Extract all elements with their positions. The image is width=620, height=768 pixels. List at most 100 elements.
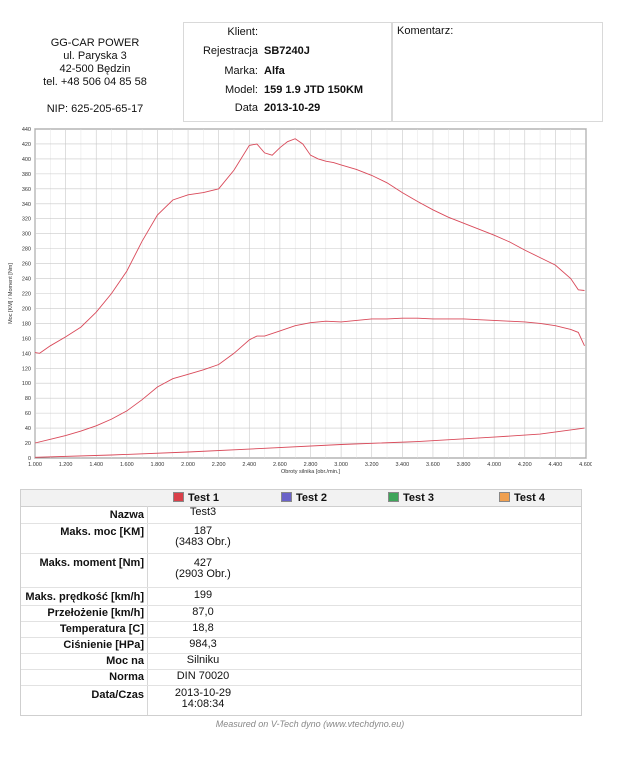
result-value: 199 (193, 589, 213, 601)
result-value: 87,0 (192, 606, 214, 618)
result-row-pressure: Ciśnienie [HPa] 984,3 (21, 637, 581, 654)
client-value: 159 1.9 JTD 150KM (264, 84, 364, 96)
y-tick-label: 140 (22, 351, 31, 357)
y-tick-label: 400 (22, 157, 31, 163)
client-title: Klient: (227, 26, 258, 38)
x-tick-label: 3.800 (457, 462, 471, 468)
result-label: Maks. moc [KM] (60, 526, 144, 538)
result-label: Data/Czas (91, 689, 144, 701)
legend-test-1: Test 1 (173, 492, 219, 504)
legend-label: Test 2 (296, 492, 327, 504)
legend-swatch (173, 492, 184, 502)
legend-swatch (499, 492, 510, 502)
x-tick-label: 1.800 (151, 462, 165, 468)
result-label: Maks. prędkość [km/h] (25, 591, 144, 603)
result-value: DIN 70020 (176, 670, 230, 682)
x-tick-label: 1.000 (28, 462, 42, 468)
company-name: GG-CAR POWER (50, 37, 140, 49)
results-table: Test 1 Test 2 Test 3 Test 4 Nazwa Test3 … (20, 489, 582, 716)
legend-test-3: Test 3 (388, 492, 434, 504)
client-value: Alfa (264, 65, 285, 77)
y-tick-label: 260 (22, 262, 31, 268)
x-tick-label: 4.000 (487, 462, 501, 468)
x-tick-label: 3.400 (395, 462, 409, 468)
result-row-datetime: Data/Czas 2013-10-29 14:08:34 (21, 685, 581, 715)
legend-test-4: Test 4 (499, 492, 545, 504)
x-tick-label: 2.800 (304, 462, 318, 468)
x-tick-label: 3.200 (365, 462, 379, 468)
legend-swatch (388, 492, 399, 502)
result-label: Norma (109, 671, 144, 683)
result-value: 18,8 (192, 622, 214, 634)
client-box: Klient: Rejestracja SB7240J Marka: Alfa … (183, 22, 392, 122)
result-row-max-speed: Maks. prędkość [km/h] 199 (21, 587, 581, 606)
result-label: Przełożenie [km/h] (47, 607, 144, 619)
x-tick-label: 4.200 (518, 462, 532, 468)
result-value: Test3 (189, 506, 217, 518)
y-tick-label: 280 (22, 247, 31, 253)
y-tick-label: 340 (22, 202, 31, 208)
y-tick-label: 120 (22, 366, 31, 372)
x-tick-label: 2.000 (181, 462, 195, 468)
client-label: Data (234, 102, 258, 114)
y-tick-label: 100 (22, 381, 31, 387)
y-tick-label: 300 (22, 232, 31, 238)
y-tick-label: 440 (22, 127, 31, 133)
x-tick-label: 1.200 (59, 462, 73, 468)
result-label: Moc na (106, 655, 144, 667)
torque-curve (34, 138, 585, 354)
column-divider (147, 506, 148, 715)
y-tick-label: 180 (22, 321, 31, 327)
result-row-max-torque: Maks. moment [Nm] 427 (2903 Obr.) (21, 553, 581, 588)
legend-swatch (281, 492, 292, 502)
y-tick-label: 200 (22, 306, 31, 312)
result-value: 984,3 (189, 638, 217, 650)
y-tick-label: 380 (22, 172, 31, 178)
dyno-chart: 1.000 1.200 1.400 1.600 1.800 2.000 2.200 2.400… (4, 124, 593, 476)
y-tick-label: 60 (25, 411, 31, 417)
y-tick-label: 40 (25, 426, 31, 432)
x-tick-label: 1.600 (120, 462, 134, 468)
x-axis-label: Obroty silnika [obr./min.] (281, 469, 340, 475)
result-value: 2013-10-29 14:08:34 (174, 687, 232, 710)
comment-box: Komentarz: (392, 22, 603, 122)
x-tick-label: 2.400 (242, 462, 256, 468)
loss-curve (34, 427, 585, 458)
result-row-name: Nazwa Test3 (21, 506, 581, 524)
y-tick-label: 320 (22, 217, 31, 223)
power-curve (34, 317, 585, 444)
legend-label: Test 1 (188, 492, 219, 504)
legend-test-2: Test 2 (281, 492, 327, 504)
x-tick-label: 2.200 (212, 462, 226, 468)
result-value: Silniku (186, 654, 220, 666)
company-phone: tel. +48 506 04 85 58 (43, 76, 147, 88)
comment-label: Komentarz: (397, 25, 454, 37)
result-value: 187 (3483 Obr.) (175, 525, 231, 548)
x-tick-label: 3.600 (426, 462, 440, 468)
client-value: 2013-10-29 (264, 102, 321, 114)
result-row-ratio: Przełożenie [km/h] 87,0 (21, 605, 581, 622)
client-label: Model: (224, 84, 258, 96)
y-tick-label: 20 (25, 441, 31, 447)
result-label: Maks. moment [Nm] (39, 557, 144, 569)
company-nip: NIP: 625-205-65-17 (46, 103, 144, 115)
company-street: ul. Paryska 3 (63, 50, 127, 62)
y-tick-label: 420 (22, 142, 31, 148)
client-label: Marka: (224, 65, 258, 77)
y-tick-label: 220 (22, 292, 31, 298)
y-tick-label: 160 (22, 336, 31, 342)
x-tick-label: 1.400 (89, 462, 103, 468)
legend-label: Test 3 (403, 492, 434, 504)
company-info: GG-CAR POWER ul. Paryska 3 42-500 Będzin… (20, 37, 170, 116)
result-label: Ciśnienie [HPa] (63, 639, 144, 651)
results-legend: Test 1 Test 2 Test 3 Test 4 (21, 490, 581, 507)
y-tick-label: 360 (22, 187, 31, 193)
client-label: Rejestracja (202, 45, 258, 57)
x-tick-label: 2.600 (273, 462, 287, 468)
client-value: SB7240J (264, 45, 310, 57)
result-value: 427 (2903 Obr.) (175, 557, 231, 580)
footer-note: Measured on V-Tech dyno (www.vtechdyno.e… (215, 719, 405, 729)
result-row-power-at: Moc na Silniku (21, 653, 581, 670)
x-tick-label: 3.000 (334, 462, 348, 468)
x-tick-label: 4.400 (549, 462, 563, 468)
